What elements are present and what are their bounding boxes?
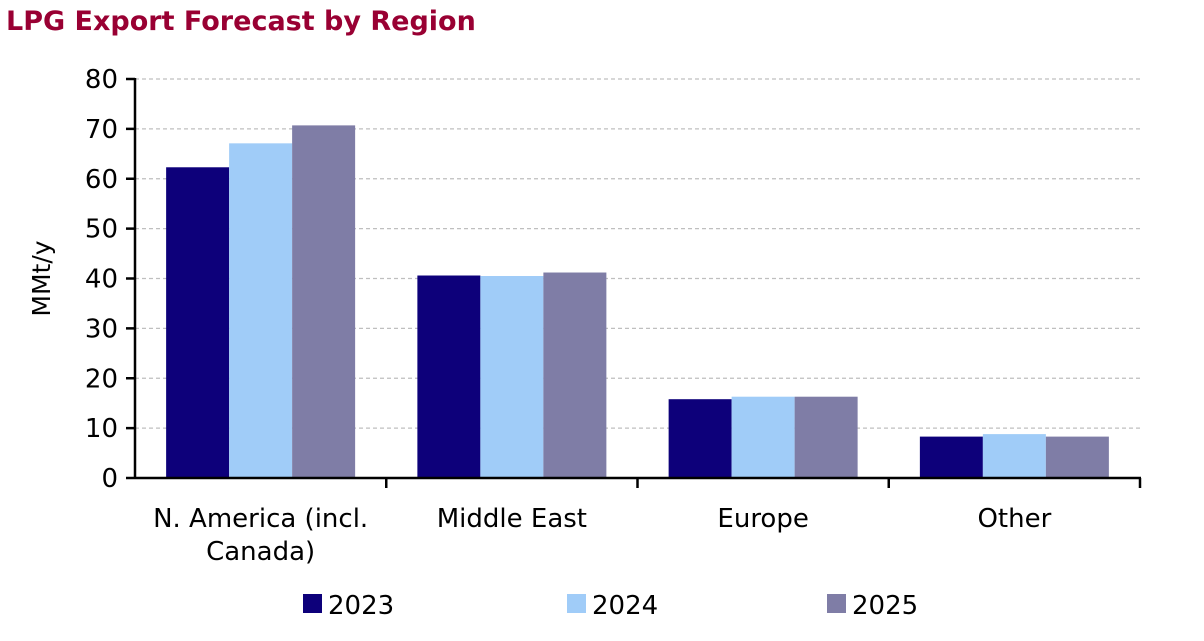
chart-title: LPG Export Forecast by Region [6,6,476,37]
legend-label: 2025 [852,591,918,621]
y-tick-label: 40 [85,265,118,295]
bar-2024-3 [982,434,1046,478]
bar-2023-0 [166,167,230,478]
y-tick-label: 10 [85,414,118,444]
bar-2024-2 [731,396,795,478]
bar-2025-1 [543,272,607,478]
x-tick-label: Canada) [206,537,315,567]
bar-2025-0 [292,125,356,478]
y-tick-label: 70 [85,115,118,145]
legend-swatch-2023 [303,594,322,613]
bar-2024-0 [229,143,293,478]
legend-swatch-2025 [827,594,846,613]
x-tick-label: N. America (incl. [153,504,368,534]
bar-2023-3 [919,436,983,478]
bar-2023-1 [417,275,481,478]
y-tick-label: 0 [101,464,118,494]
bar-2024-1 [480,276,544,478]
x-tick-label: Europe [717,504,808,534]
y-tick-label: 50 [85,215,118,245]
legend-label: 2023 [328,591,394,621]
y-tick-label: 80 [85,65,118,95]
bar-2025-3 [1045,436,1109,478]
bar-2023-2 [668,399,732,478]
y-tick-label: 60 [85,165,118,195]
y-tick-label: 30 [85,314,118,344]
y-tick-label: 20 [85,364,118,394]
bar-2025-2 [794,396,858,478]
x-tick-label: Middle East [437,504,587,534]
legend-label: 2024 [592,591,658,621]
legend-swatch-2024 [567,594,586,613]
y-axis-label: MMt/y [27,240,56,316]
x-tick-label: Other [977,504,1051,534]
